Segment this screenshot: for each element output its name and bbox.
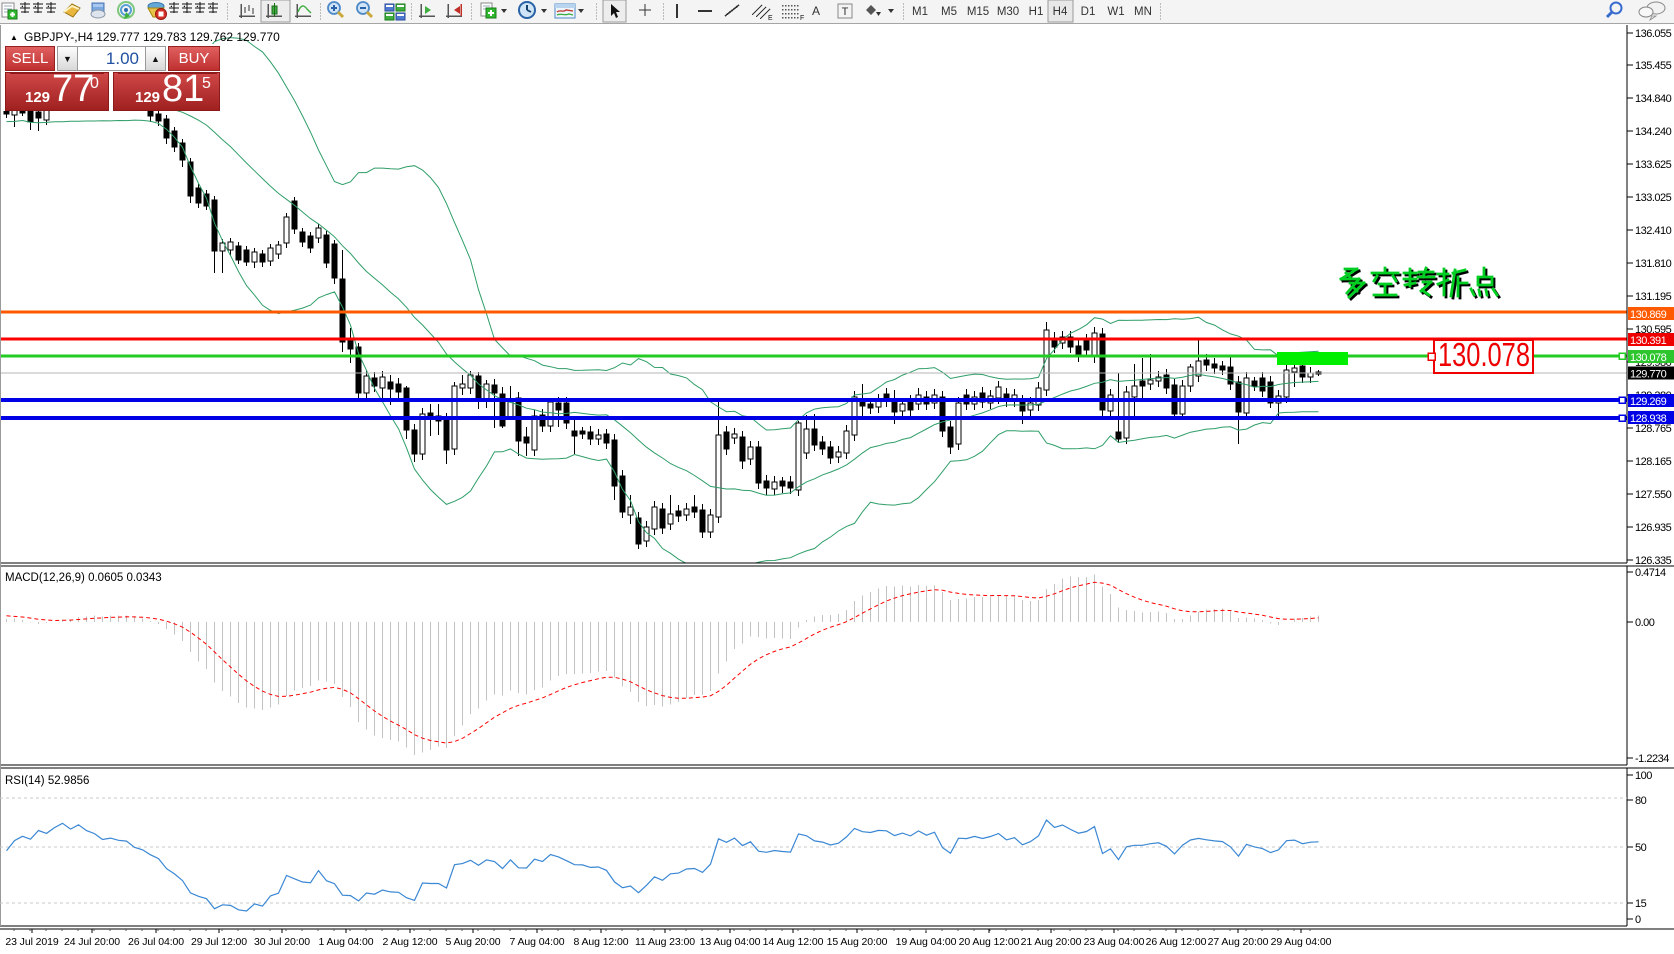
svg-text:129.770: 129.770 [1630,369,1667,381]
svg-text:-1.2234: -1.2234 [1635,753,1669,765]
svg-text:E: E [768,15,773,22]
svg-text:131.810: 131.810 [1635,258,1672,270]
svg-text:129.269: 129.269 [1630,396,1667,408]
svg-text:20 Aug 12:00: 20 Aug 12:00 [959,936,1020,948]
svg-text:▲: ▲ [10,33,18,42]
svg-text:GBPJPY-,H4 129.777 129.783 12: GBPJPY-,H4 129.777 129.783 129.762 129.7… [24,30,280,44]
svg-text:128.938: 128.938 [1630,413,1667,425]
svg-text:133.625: 133.625 [1635,159,1672,171]
svg-text:14 Aug 12:00: 14 Aug 12:00 [763,936,824,948]
svg-text:21 Aug 20:00: 21 Aug 20:00 [1021,936,1082,948]
svg-text:100: 100 [1635,770,1652,782]
svg-text:80: 80 [1635,795,1647,807]
svg-text:M5: M5 [941,6,957,18]
svg-text:134.240: 134.240 [1635,126,1672,138]
svg-text:128.765: 128.765 [1635,423,1672,435]
svg-text:136.055: 136.055 [1635,28,1672,40]
svg-text:130.391: 130.391 [1630,335,1667,347]
svg-text:8 Aug 12:00: 8 Aug 12:00 [574,936,629,948]
svg-text:0.4714: 0.4714 [1635,567,1666,579]
svg-text:15: 15 [1635,898,1647,910]
svg-text:130.078: 130.078 [1630,352,1667,364]
svg-text:T: T [842,6,849,18]
svg-text:W1: W1 [1107,6,1124,18]
svg-text:127.550: 127.550 [1635,489,1672,501]
svg-text:H4: H4 [1053,6,1068,18]
svg-text:H1: H1 [1029,6,1044,18]
svg-text:134.840: 134.840 [1635,93,1672,105]
svg-text:19 Aug 04:00: 19 Aug 04:00 [896,936,957,948]
svg-text:13 Aug 04:00: 13 Aug 04:00 [700,936,761,948]
svg-text:7 Aug 04:00: 7 Aug 04:00 [510,936,565,948]
svg-text:M1: M1 [912,6,928,18]
svg-text:26 Jul 04:00: 26 Jul 04:00 [128,936,184,948]
svg-text:128.165: 128.165 [1635,456,1672,468]
svg-text:135.455: 135.455 [1635,60,1672,72]
svg-text:1 Aug 04:00: 1 Aug 04:00 [319,936,374,948]
svg-text:2 Aug 12:00: 2 Aug 12:00 [383,936,438,948]
svg-text:126.335: 126.335 [1635,555,1672,567]
svg-text:MACD(12,26,9) 0.0605 0.0343: MACD(12,26,9) 0.0605 0.0343 [5,572,162,584]
svg-text:11 Aug 23:00: 11 Aug 23:00 [635,936,695,948]
svg-text:131.195: 131.195 [1635,291,1672,303]
svg-text:24 Jul 20:00: 24 Jul 20:00 [64,936,120,948]
svg-text:0.00: 0.00 [1635,617,1655,629]
svg-text:D1: D1 [1081,6,1096,18]
svg-text:RSI(14) 52.9856: RSI(14) 52.9856 [5,775,89,787]
svg-text:0: 0 [1635,914,1641,926]
svg-text:26 Aug 12:00: 26 Aug 12:00 [1146,936,1207,948]
svg-text:30 Jul 20:00: 30 Jul 20:00 [254,936,310,948]
svg-text:132.410: 132.410 [1635,225,1672,237]
svg-text:126.935: 126.935 [1635,522,1672,534]
svg-text:15 Aug 20:00: 15 Aug 20:00 [827,936,888,948]
svg-text:MN: MN [1134,6,1152,18]
svg-text:23 Jul 2019: 23 Jul 2019 [5,936,58,948]
svg-text:29 Jul 12:00: 29 Jul 12:00 [191,936,247,948]
svg-text:130.869: 130.869 [1630,309,1667,321]
svg-text:M30: M30 [997,6,1019,18]
svg-text:5 Aug 20:00: 5 Aug 20:00 [446,936,501,948]
svg-text:A: A [812,4,820,18]
svg-text:F: F [800,15,804,22]
svg-text:27 Aug 20:00: 27 Aug 20:00 [1208,936,1269,948]
svg-text:130.078: 130.078 [1438,336,1530,373]
svg-text:50: 50 [1635,842,1647,854]
svg-text:29 Aug 04:00: 29 Aug 04:00 [1271,936,1332,948]
svg-text:23 Aug 04:00: 23 Aug 04:00 [1084,936,1145,948]
svg-text:133.025: 133.025 [1635,192,1672,204]
svg-text:M15: M15 [967,6,989,18]
